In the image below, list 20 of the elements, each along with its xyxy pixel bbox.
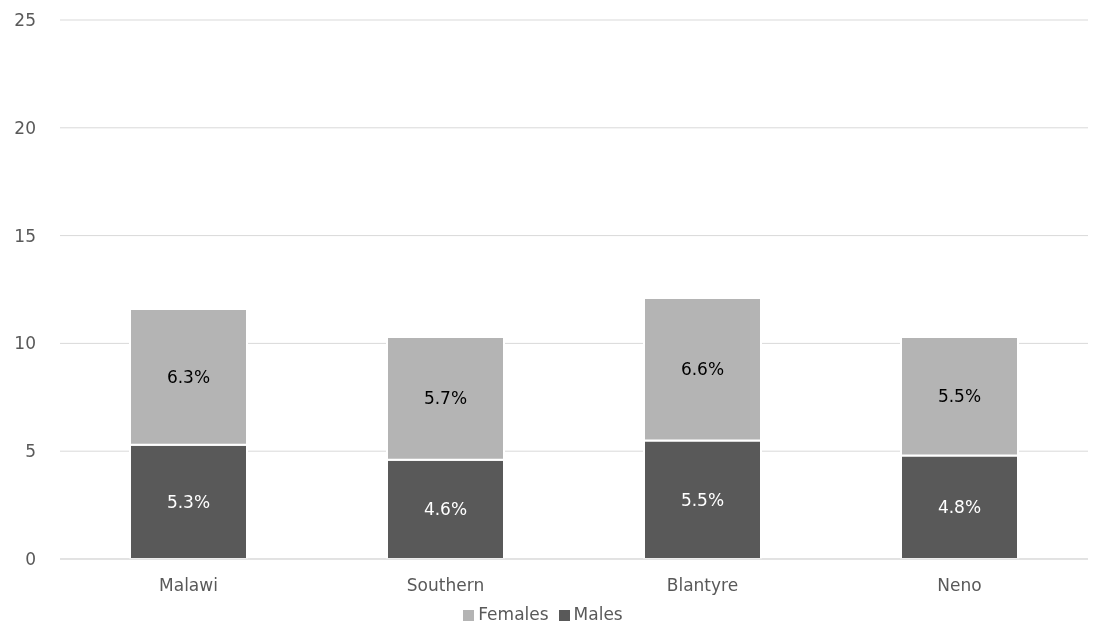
data-label: 5.5% <box>680 489 725 510</box>
x-tick-label: Southern <box>406 575 485 596</box>
x-tick-label: Malawi <box>159 575 218 596</box>
legend-label: Males <box>573 604 623 624</box>
y-tick-label: 10 <box>14 333 36 354</box>
data-label: 5.5% <box>937 386 982 407</box>
x-tick-label: Blantyre <box>666 575 739 596</box>
data-label: 5.3% <box>166 491 211 512</box>
data-label: 5.7% <box>423 388 468 409</box>
y-tick-label: 20 <box>14 117 36 138</box>
data-label: 6.3% <box>166 366 211 387</box>
y-tick-label: 5 <box>25 441 36 462</box>
y-tick-label: 0 <box>25 549 36 570</box>
x-tick-label: Neno <box>937 575 982 596</box>
data-label: 6.6% <box>680 359 725 380</box>
legend-label: Females <box>478 604 549 624</box>
data-label: 4.6% <box>423 499 468 520</box>
data-label: 4.8% <box>937 497 982 518</box>
y-tick-label: 25 <box>14 10 36 31</box>
y-tick-label: 15 <box>14 225 36 246</box>
